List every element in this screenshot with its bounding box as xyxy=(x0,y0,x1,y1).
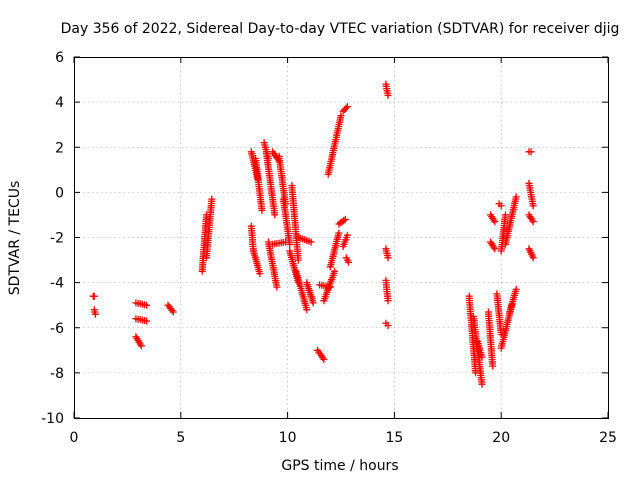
data-point xyxy=(273,283,281,291)
data-points xyxy=(89,80,537,388)
y-tick-label: -6 xyxy=(50,321,64,337)
data-point xyxy=(208,195,216,203)
data-point xyxy=(143,317,151,325)
data-point xyxy=(529,218,537,226)
data-point xyxy=(491,218,499,226)
data-point xyxy=(340,217,348,225)
data-point xyxy=(478,380,486,388)
data-point xyxy=(529,202,537,210)
y-axis-label: SDTVAR / TECUs xyxy=(7,181,23,296)
y-tick-label: 6 xyxy=(55,50,64,66)
plot-frame xyxy=(74,57,609,419)
x-tick-label: 10 xyxy=(279,430,297,446)
x-tick-label: 25 xyxy=(599,430,617,446)
data-point xyxy=(512,285,520,293)
data-point xyxy=(90,292,98,300)
y-axis-ticks: -10 -8 -6 -4 -2 0 2 4 6 xyxy=(41,50,608,427)
x-tick-label: 20 xyxy=(492,430,510,446)
data-point xyxy=(337,112,345,120)
data-point xyxy=(489,362,497,370)
data-point xyxy=(271,211,279,219)
data-point xyxy=(256,270,264,278)
x-tick-label: 5 xyxy=(176,430,185,446)
y-tick-label: 0 xyxy=(55,185,64,201)
data-point xyxy=(527,148,535,156)
data-point xyxy=(137,342,145,350)
x-tick-label: 15 xyxy=(385,430,403,446)
data-point xyxy=(335,229,343,237)
data-point xyxy=(497,202,505,210)
x-axis-label: GPS time / hours xyxy=(281,458,398,474)
data-point xyxy=(91,310,99,318)
data-point xyxy=(491,245,499,253)
data-point xyxy=(502,211,509,219)
y-tick-label: 2 xyxy=(55,140,64,156)
y-tick-label: -4 xyxy=(50,276,64,292)
data-point xyxy=(512,193,520,201)
x-tick-label: 0 xyxy=(70,430,79,446)
data-point xyxy=(320,355,328,363)
data-point xyxy=(384,254,392,262)
y-tick-label: 4 xyxy=(55,95,64,111)
data-point xyxy=(342,104,350,112)
data-point xyxy=(143,301,151,309)
y-tick-label: -2 xyxy=(50,231,64,247)
data-point xyxy=(343,103,351,111)
data-point xyxy=(331,267,339,275)
data-point xyxy=(384,322,392,329)
data-point xyxy=(529,254,537,262)
chart-title: Day 356 of 2022, Sidereal Day-to-day VTE… xyxy=(61,21,620,37)
data-point xyxy=(307,238,315,246)
data-point xyxy=(343,231,351,239)
data-point xyxy=(169,308,177,316)
y-tick-label: -8 xyxy=(50,366,64,382)
data-point xyxy=(303,306,311,314)
data-point xyxy=(258,206,266,214)
y-tick-label: -10 xyxy=(41,411,64,427)
data-point xyxy=(294,256,302,264)
data-point xyxy=(286,240,294,248)
data-point xyxy=(309,299,317,307)
data-point xyxy=(384,297,392,305)
data-point xyxy=(341,215,349,223)
data-point xyxy=(478,353,486,361)
data-point xyxy=(384,91,392,99)
data-point xyxy=(345,258,352,266)
